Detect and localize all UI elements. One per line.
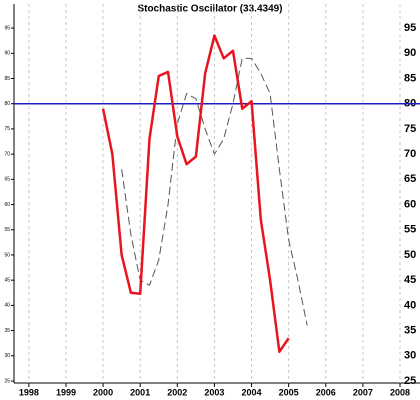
y-tick-label: 75: [4, 126, 10, 132]
x-tick-label: 2000: [93, 387, 113, 397]
y-tick-label: 90: [4, 51, 10, 57]
y-tick-label: 45: [4, 277, 10, 283]
y-tick-label-right: 70: [404, 148, 416, 160]
series-line: [101, 34, 290, 354]
x-tick-label: 2002: [167, 387, 187, 397]
y-tick-label-right: 30: [404, 350, 416, 362]
y-tick-label-right: 25: [404, 375, 416, 387]
y-tick-label-right: 35: [404, 324, 416, 336]
y-tick-label: 25: [4, 378, 10, 384]
y-tick-label-right: 45: [404, 274, 416, 286]
y-tick-label-right: 65: [404, 173, 416, 185]
y-tick-label-right: 60: [404, 198, 416, 210]
y-tick-label: 80: [4, 101, 10, 107]
x-tick-label: 1999: [56, 387, 76, 397]
x-tick-label: 1998: [19, 387, 39, 397]
y-tick-label: 65: [4, 177, 10, 183]
y-tick-label-right: 75: [404, 123, 416, 135]
y-tick-label: 55: [4, 227, 10, 233]
y-tick-label: 30: [4, 353, 10, 359]
x-tick-label: 2003: [204, 387, 224, 397]
y-tick-label: 95: [4, 25, 10, 31]
y-tick-label: 35: [4, 328, 10, 334]
y-tick-label: 40: [4, 303, 10, 309]
y-tick-label-right: 40: [404, 299, 416, 311]
y-tick-label-right: 90: [404, 47, 416, 59]
x-tick-label: 2008: [390, 387, 410, 397]
x-tick-label: 2005: [279, 387, 299, 397]
chart-title: Stochastic Oscillator (33.4349): [137, 4, 282, 15]
series-line: [121, 57, 308, 326]
x-tick-label: 2007: [353, 387, 373, 397]
y-tick-label: 60: [4, 202, 10, 208]
y-tick-label-right: 85: [404, 72, 416, 84]
y-tick-label: 85: [4, 76, 10, 82]
y-tick-label-right: 55: [404, 224, 416, 236]
y-tick-label-right: 50: [404, 249, 416, 261]
x-tick-label: 2001: [130, 387, 150, 397]
y-tick-label: 50: [4, 252, 10, 258]
y-tick-label-right: 95: [404, 22, 416, 34]
x-tick-label: 2006: [316, 387, 336, 397]
y-tick-label: 70: [4, 151, 10, 157]
x-tick-label: 2004: [242, 387, 262, 397]
